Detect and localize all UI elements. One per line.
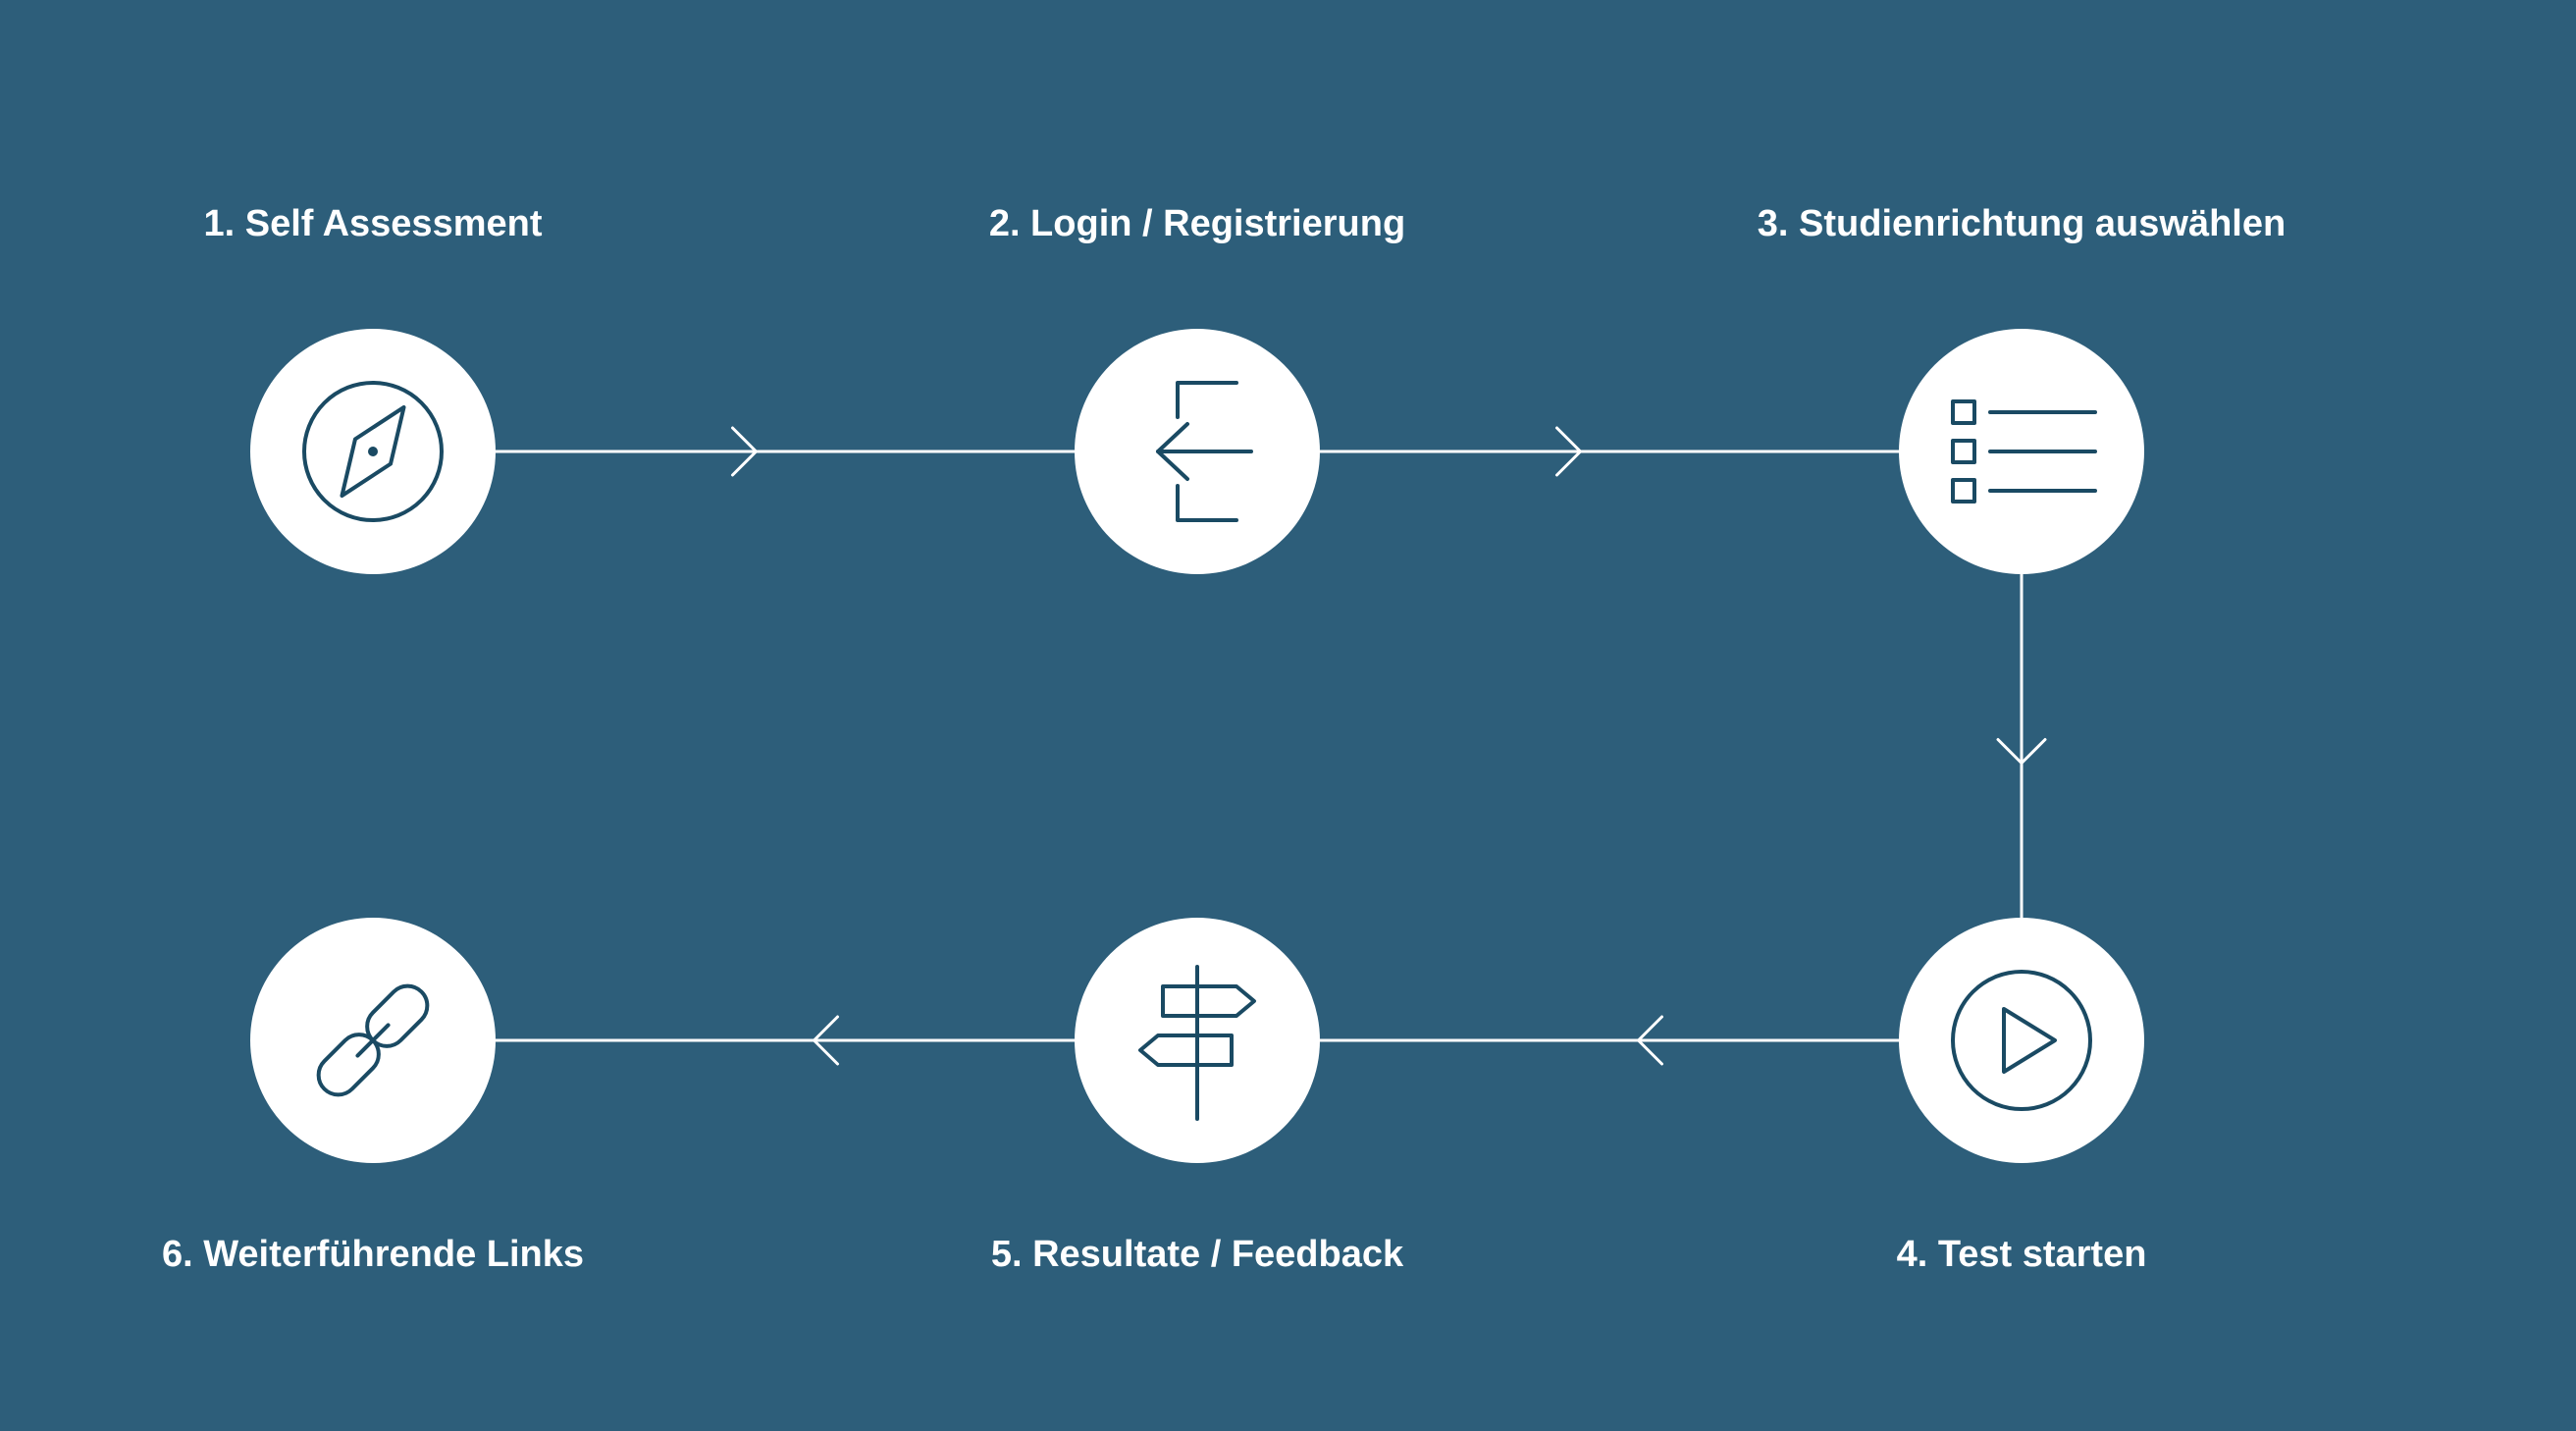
step-2-label: 2. Login / Registrierung (989, 203, 1405, 244)
step-1-label: 1. Self Assessment (204, 203, 543, 244)
step-1-node (250, 329, 496, 574)
flow-svg: 1. Self Assessment 2. Login / Registrieru… (0, 0, 2576, 1431)
step-3-label: 3. Studienrichtung auswählen (1758, 203, 2286, 244)
step-4-label: 4. Test starten (1897, 1234, 2147, 1275)
step-6-node (250, 918, 496, 1163)
step-5-node (1075, 918, 1320, 1163)
step-5-label: 5. Resultate / Feedback (991, 1234, 1404, 1275)
step-6-label: 6. Weiterführende Links (162, 1234, 584, 1275)
step-3-node (1899, 329, 2144, 574)
step-4-node (1899, 918, 2144, 1163)
step-circle (1899, 918, 2144, 1163)
step-2-node (1075, 329, 1320, 574)
process-flow-diagram: 1. Self Assessment 2. Login / Registrieru… (0, 0, 2576, 1431)
